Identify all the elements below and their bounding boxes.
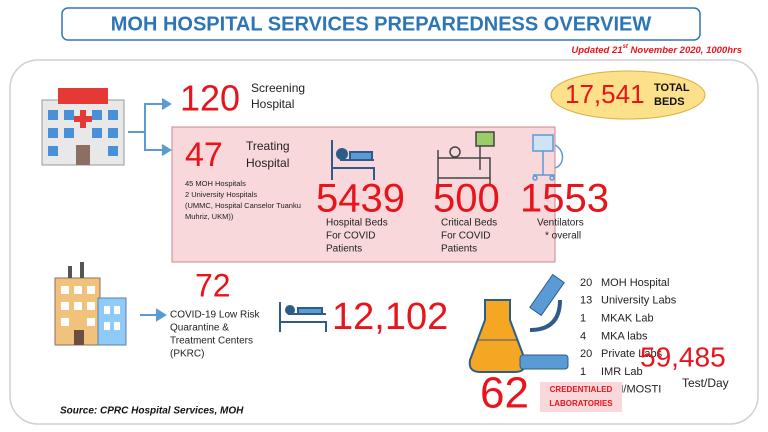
lab-name: MOH Hospital — [601, 277, 669, 289]
lab-count: 1 — [580, 366, 586, 378]
lab-name: University Labs — [601, 295, 677, 307]
ventilators-label: Ventilators — [537, 218, 584, 229]
labs-badge-text: LABORATORIES — [549, 399, 613, 408]
updated-sup: st — [623, 44, 629, 50]
updated-rest: November 2020, 1000hrs — [628, 45, 742, 56]
hospital-icon — [41, 88, 125, 166]
lab-name: Private Labs — [601, 348, 663, 360]
pkrc-label: COVID-19 Low Risk — [170, 310, 260, 321]
lab-count: 20 — [580, 348, 592, 360]
title: MOH HOSPITAL SERVICES PREPAREDNESS OVERV… — [111, 13, 652, 35]
total-beds-value: 17,541 — [565, 79, 645, 109]
updated: Updated 21st November 2020, 1000hrs — [571, 44, 742, 56]
hospital-beds-value: 5439 — [316, 177, 405, 221]
treating-note: (UMMC, Hospital Canselor Tuanku — [185, 201, 301, 210]
lab-count: 20 — [580, 277, 592, 289]
lab-name: IMR Lab — [601, 366, 643, 378]
labs-badge — [540, 382, 622, 412]
arrow — [140, 308, 167, 322]
bed-icon — [331, 140, 375, 180]
tests-value: 59,485 — [640, 341, 726, 372]
treating-label: Treating — [246, 139, 290, 153]
treating-value: 47 — [185, 136, 223, 174]
ventilator-icon — [532, 134, 564, 181]
critical-beds-label: Critical Beds — [441, 218, 497, 229]
treating-note: 2 University Hospitals — [185, 190, 257, 199]
labs-value: 62 — [480, 369, 529, 418]
lab-name: MKA labs — [601, 330, 648, 342]
treating-label: Hospital — [246, 156, 289, 170]
treating-box — [171, 126, 556, 263]
critical-beds-label: Patients — [441, 244, 477, 255]
total-beds-label: BEDS — [654, 96, 685, 108]
pkrc-label: Treatment Centers — [170, 336, 253, 347]
lab-count: 1 — [580, 313, 586, 325]
total-beds-badge — [550, 70, 706, 120]
labs-badge-text: CREDENTIALED — [550, 385, 613, 394]
total-beds-label: TOTAL — [654, 82, 690, 94]
tests-label: Test/Day — [682, 376, 729, 390]
pkrc-label: Quarantine & — [170, 323, 229, 334]
critical-beds-value: 500 — [433, 177, 500, 221]
pkrc-value: 72 — [195, 267, 231, 303]
pkrc-label: (PKRC) — [170, 349, 204, 360]
arrows — [128, 98, 172, 156]
hospital-beds-label: Patients — [326, 244, 362, 255]
critical-beds-label: For COVID — [441, 231, 490, 242]
building-icon — [54, 262, 127, 346]
bed-icon — [279, 302, 327, 332]
ventilators-label: * overall — [545, 231, 581, 242]
treating-note: 45 MOH Hospitals — [185, 179, 246, 188]
hospital-beds-label: Hospital Beds — [326, 218, 388, 229]
lab-count: 13 — [580, 295, 592, 307]
critical-bed-icon — [437, 131, 495, 184]
ventilators-value: 1553 — [520, 177, 609, 221]
updated-text: Updated 21 — [571, 45, 622, 56]
screening-value: 120 — [180, 78, 240, 119]
hospital-beds-label: For COVID — [326, 231, 375, 242]
lab-icon — [468, 273, 569, 373]
title-box — [61, 7, 701, 41]
lab-name: MKAK Lab — [601, 313, 654, 325]
screening-label: Screening — [251, 81, 305, 95]
pkrc-beds: 12,102 — [332, 296, 448, 338]
lab-count: 4 — [580, 330, 586, 342]
screening-label: Hospital — [251, 97, 294, 111]
treating-note: Muhriz, UKM)) — [185, 212, 234, 221]
source: Source: CPRC Hospital Services, MOH — [60, 406, 244, 417]
